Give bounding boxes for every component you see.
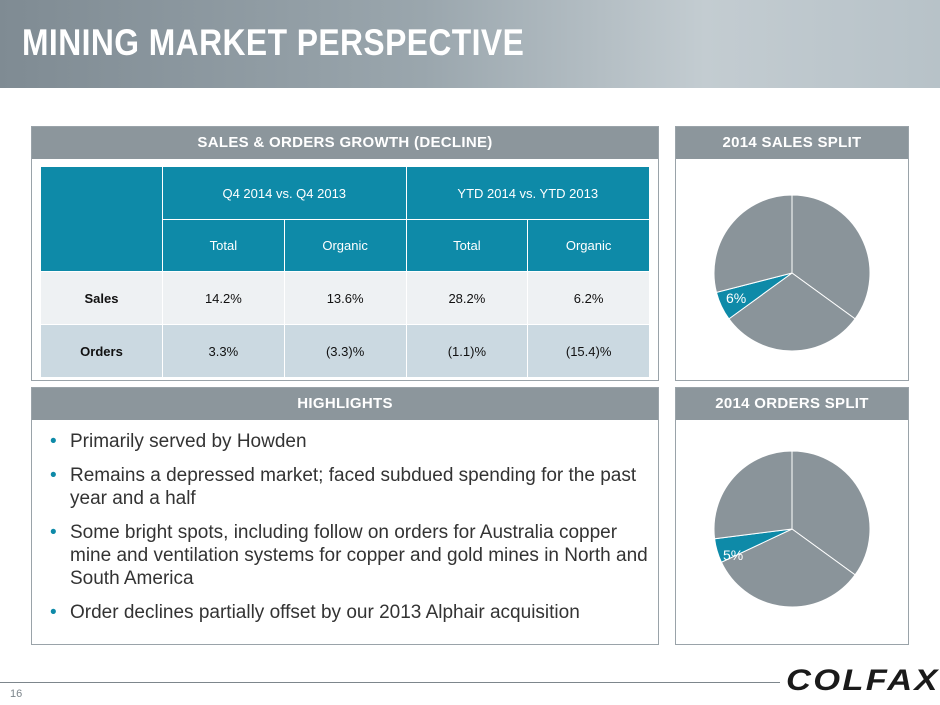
list-item: • Remains a depressed market; faced subdu… <box>48 464 648 510</box>
table-cell: (15.4)% <box>527 324 650 378</box>
bullet-text: Some bright spots, including follow on o… <box>70 522 648 589</box>
table-cell: 3.3% <box>162 324 285 378</box>
col-header: Total <box>162 219 285 272</box>
pie-slice <box>791 450 871 576</box>
list-item: • Primarily served by Howden <box>48 430 648 453</box>
bullet-text: Order declines partially offset by our 2… <box>70 602 580 623</box>
orders-pie-label: 5% <box>723 547 744 563</box>
list-item: • Order declines partially offset by our … <box>48 601 648 624</box>
pie-slice <box>728 272 856 352</box>
bullet-icon: • <box>50 522 57 543</box>
table-cell: 14.2% <box>162 271 285 325</box>
col-header: Organic <box>283 219 407 272</box>
table-cell: 13.6% <box>283 271 407 325</box>
bullet-icon: • <box>50 602 57 623</box>
pie-slice <box>713 194 793 294</box>
growth-panel-title: SALES & ORDERS GROWTH (DECLINE) <box>32 127 658 159</box>
list-item: • Some bright spots, including follow on … <box>48 521 648 590</box>
highlights-panel: HIGHLIGHTS <box>31 387 659 645</box>
highlights-list: • Primarily served by Howden • Remains a d… <box>48 430 648 635</box>
page-title: MINING MARKET PERSPECTIVE <box>22 22 525 63</box>
page-number: 16 <box>10 688 23 700</box>
bullet-text: Primarily served by Howden <box>70 431 307 452</box>
orders-pie-chart <box>713 450 871 608</box>
col-group-q4: Q4 2014 vs. Q4 2013 <box>162 166 407 220</box>
table-cell: (3.3)% <box>283 324 407 378</box>
col-header: Organic <box>527 219 650 272</box>
bullet-text: Remains a depressed market; faced subdue… <box>70 465 637 509</box>
pie-slice <box>791 194 871 320</box>
pie-slice <box>713 450 793 540</box>
sales-split-title: 2014 SALES SPLIT <box>676 127 908 159</box>
footer-divider <box>0 682 780 683</box>
growth-table: Q4 2014 vs. Q4 2013 YTD 2014 vs. YTD 201… <box>40 166 650 378</box>
table-cell: (1.1)% <box>405 324 529 378</box>
col-group-ytd: YTD 2014 vs. YTD 2013 <box>405 166 650 220</box>
table-row: Sales 14.2% 13.6% 28.2% 6.2% <box>40 271 650 325</box>
bullet-icon: • <box>50 431 57 452</box>
table-cell: 28.2% <box>405 271 529 325</box>
orders-split-title: 2014 ORDERS SPLIT <box>676 388 908 420</box>
colfax-logo: COLFAX <box>786 664 940 697</box>
sales-pie-chart <box>713 194 871 352</box>
highlights-panel-title: HIGHLIGHTS <box>32 388 658 420</box>
bullet-icon: • <box>50 465 57 486</box>
slide-header: MINING MARKET PERSPECTIVE <box>0 0 940 88</box>
table-cell: 6.2% <box>527 271 650 325</box>
table-row: Orders 3.3% (3.3)% (1.1)% (15.4)% <box>40 324 650 378</box>
row-label: Sales <box>40 271 163 325</box>
sales-pie-label: 6% <box>726 290 747 306</box>
table-corner <box>40 166 163 272</box>
pie-slice <box>720 528 856 608</box>
col-header: Total <box>405 219 529 272</box>
row-label: Orders <box>40 324 163 378</box>
